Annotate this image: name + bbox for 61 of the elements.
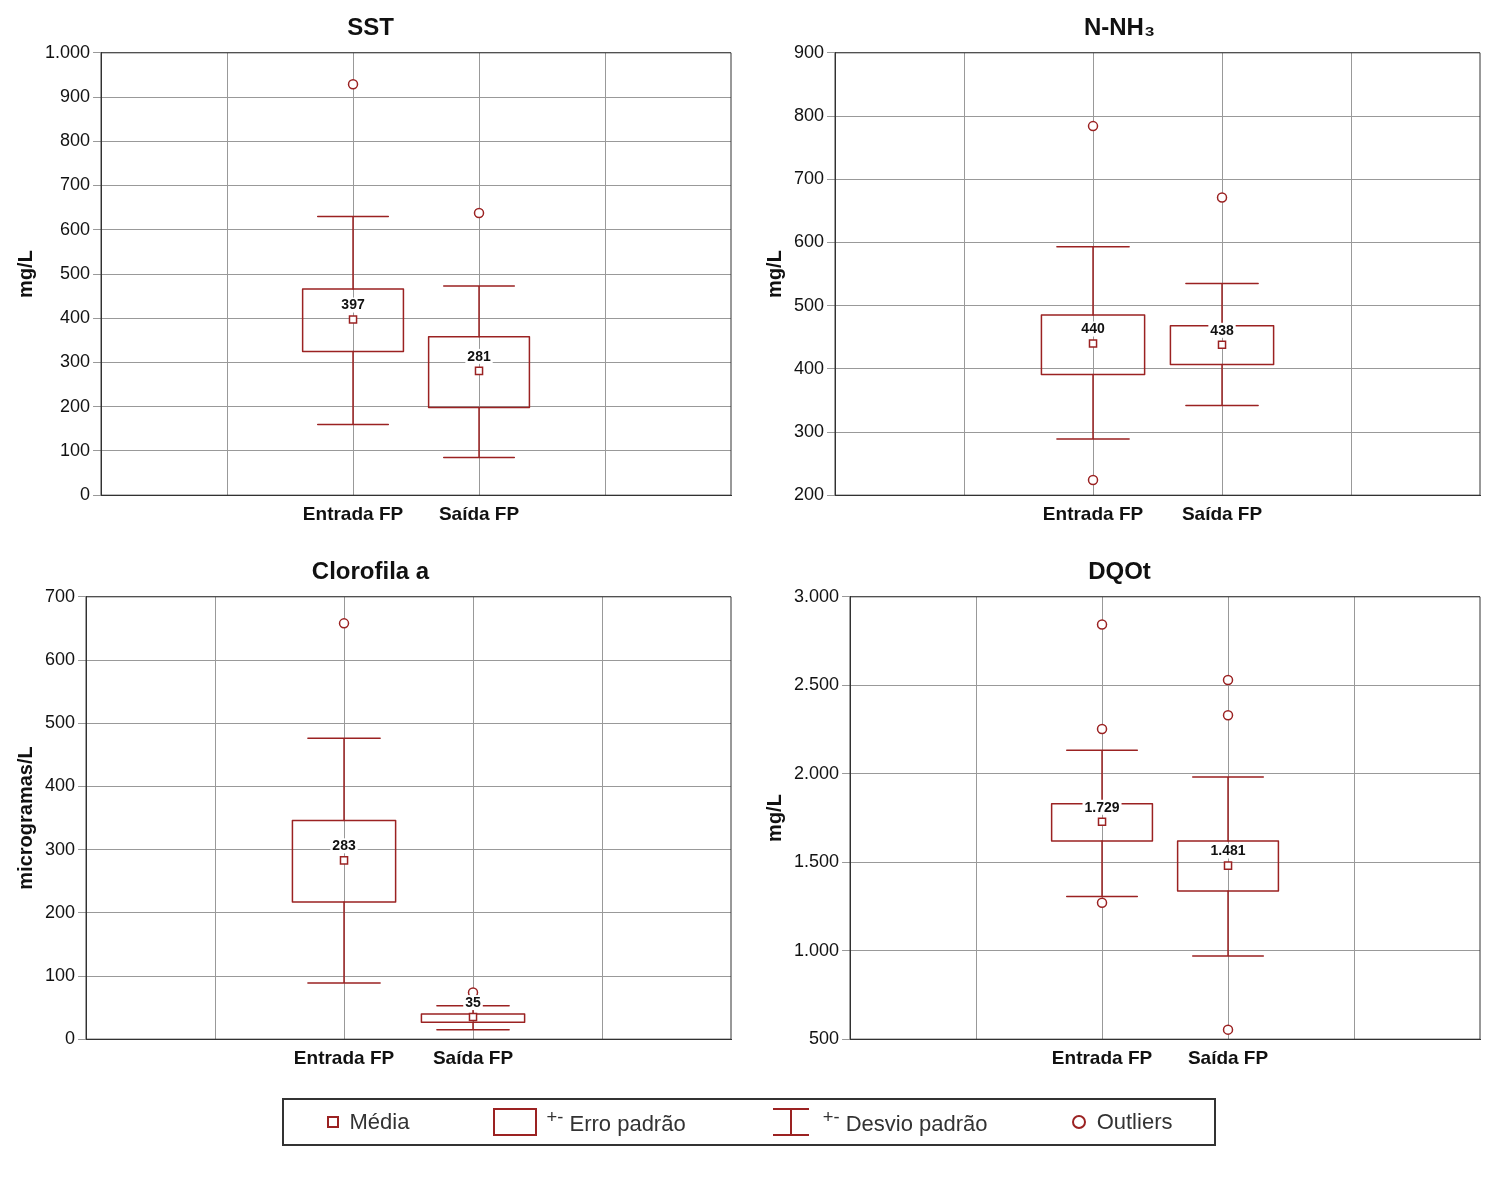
y-tick-label: 700 bbox=[44, 585, 76, 606]
y-tick-label: 700 bbox=[60, 174, 91, 195]
y-tick-label: 3.000 bbox=[794, 585, 840, 606]
x-tick-label: Saída FP bbox=[1181, 502, 1263, 524]
y-tick-label: 100 bbox=[44, 964, 76, 985]
y-tick-label: 500 bbox=[793, 294, 825, 315]
x-tick-label: Entrada FP bbox=[302, 502, 404, 524]
annotation: 1.729 bbox=[1084, 798, 1120, 815]
y-tick-label: 0 bbox=[80, 484, 91, 505]
x-tick-label: Entrada FP bbox=[293, 1046, 395, 1068]
x-tick-label: Entrada FP bbox=[1051, 1046, 1153, 1068]
y-tick-label: 200 bbox=[60, 395, 91, 416]
text: Outliers bbox=[1096, 1109, 1173, 1135]
x-tick-label: Saída FP bbox=[1187, 1046, 1269, 1068]
y-tick-label: 600 bbox=[44, 648, 76, 669]
annotation: 283 bbox=[332, 837, 356, 854]
y-tick-label: 400 bbox=[793, 357, 825, 378]
text: $^{+-}$ Erro padrão bbox=[546, 1106, 686, 1138]
y-tick-label: 900 bbox=[793, 41, 825, 62]
annotation: 440 bbox=[1081, 320, 1105, 337]
y-tick-label: 800 bbox=[793, 104, 825, 125]
annotation: 281 bbox=[467, 347, 491, 364]
annotation: 35 bbox=[465, 993, 482, 1010]
annotation: 397 bbox=[341, 296, 365, 313]
y-tick-label: 800 bbox=[60, 130, 91, 151]
y-tick-label: 1.500 bbox=[794, 851, 840, 872]
y-tick-label: 700 bbox=[793, 168, 825, 189]
y-tick-label: 2.000 bbox=[794, 762, 840, 783]
y-tick-label: 500 bbox=[809, 1028, 840, 1049]
y-axis-title: mg/L bbox=[762, 794, 785, 842]
text: Média bbox=[349, 1109, 410, 1135]
annotation: 1.481 bbox=[1210, 842, 1246, 859]
y-tick-label: 1.000 bbox=[45, 41, 91, 62]
y-tick-label: 300 bbox=[44, 838, 76, 859]
y-tick-label: 200 bbox=[793, 484, 825, 505]
x-tick-label: Saída FP bbox=[432, 1046, 514, 1068]
y-tick-label: 300 bbox=[793, 420, 825, 441]
y-tick-label: 500 bbox=[44, 712, 76, 733]
y-axis-title: microgramas/L bbox=[13, 746, 36, 890]
y-tick-label: 500 bbox=[60, 262, 91, 283]
y-tick-label: 1.000 bbox=[794, 939, 840, 960]
annotation: 438 bbox=[1210, 321, 1234, 338]
y-tick-label: 200 bbox=[44, 901, 76, 922]
chart-title: Clorofila a bbox=[311, 557, 430, 585]
x-tick-label: Saída FP bbox=[438, 502, 520, 524]
chart-title: DQOt bbox=[1088, 557, 1151, 585]
y-tick-label: 600 bbox=[793, 231, 825, 252]
x-tick-label: Entrada FP bbox=[1042, 502, 1144, 524]
y-tick-label: 0 bbox=[65, 1028, 76, 1049]
y-tick-label: 400 bbox=[60, 307, 91, 328]
y-axis-title: mg/L bbox=[762, 250, 785, 298]
y-tick-label: 2.500 bbox=[794, 674, 840, 695]
y-tick-label: 100 bbox=[60, 439, 91, 460]
y-tick-label: 400 bbox=[44, 775, 76, 796]
chart-title: N-NH₃ bbox=[1083, 13, 1156, 41]
y-tick-label: 900 bbox=[60, 86, 91, 107]
y-tick-label: 300 bbox=[60, 351, 91, 372]
y-tick-label: 600 bbox=[60, 218, 91, 239]
chart-title: SST bbox=[347, 13, 395, 41]
text: $^{+-}$ Desvio padrão bbox=[822, 1106, 988, 1138]
y-axis-title: mg/L bbox=[13, 250, 36, 298]
